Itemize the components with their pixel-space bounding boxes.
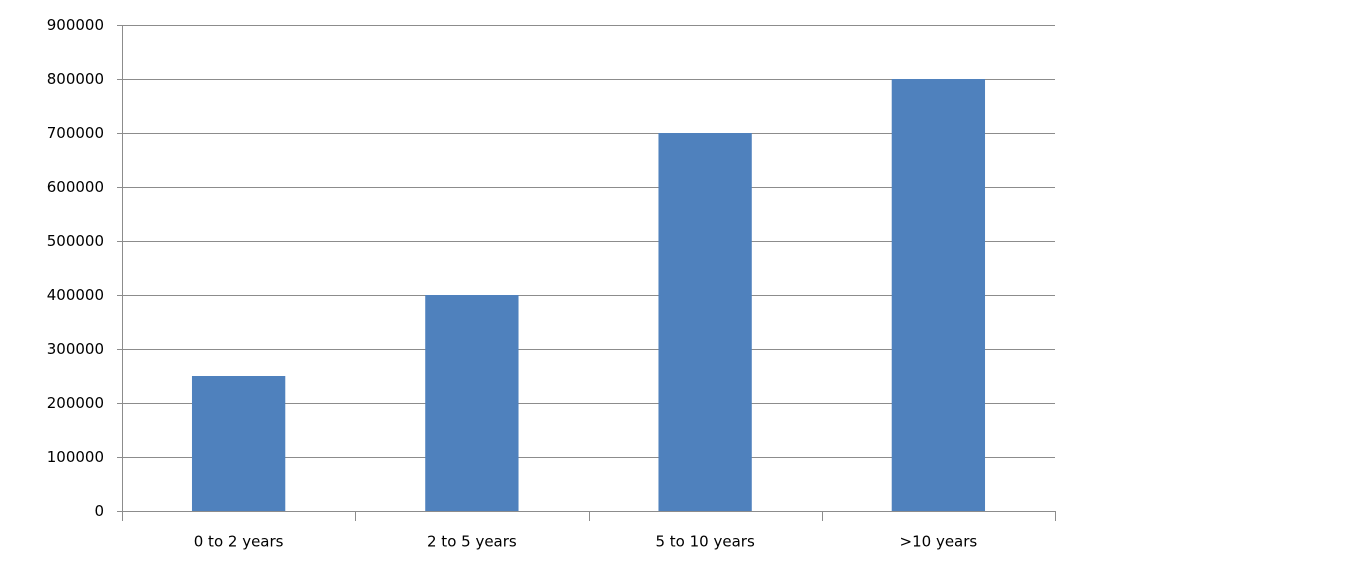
y-tick-label: 700000 (47, 124, 104, 142)
y-tick-label: 200000 (47, 394, 104, 412)
x-tick-label: 5 to 10 years (655, 533, 754, 551)
y-tick-label: 800000 (47, 70, 104, 88)
y-tick-label: 600000 (47, 178, 104, 196)
x-tick-label: >10 years (900, 533, 978, 551)
bar (891, 79, 986, 511)
y-tick-label: 0 (94, 502, 104, 520)
x-tick-label: 2 to 5 years (427, 533, 517, 551)
y-tick-label: 300000 (47, 340, 104, 358)
y-tick-label: 400000 (47, 286, 104, 304)
y-tick-label: 500000 (47, 232, 104, 250)
x-tick-label: 0 to 2 years (194, 533, 284, 551)
bar (658, 133, 752, 511)
bar (191, 376, 286, 511)
y-tick-label: 100000 (47, 448, 104, 466)
bar (425, 295, 519, 511)
y-tick-label: 900000 (47, 16, 104, 34)
